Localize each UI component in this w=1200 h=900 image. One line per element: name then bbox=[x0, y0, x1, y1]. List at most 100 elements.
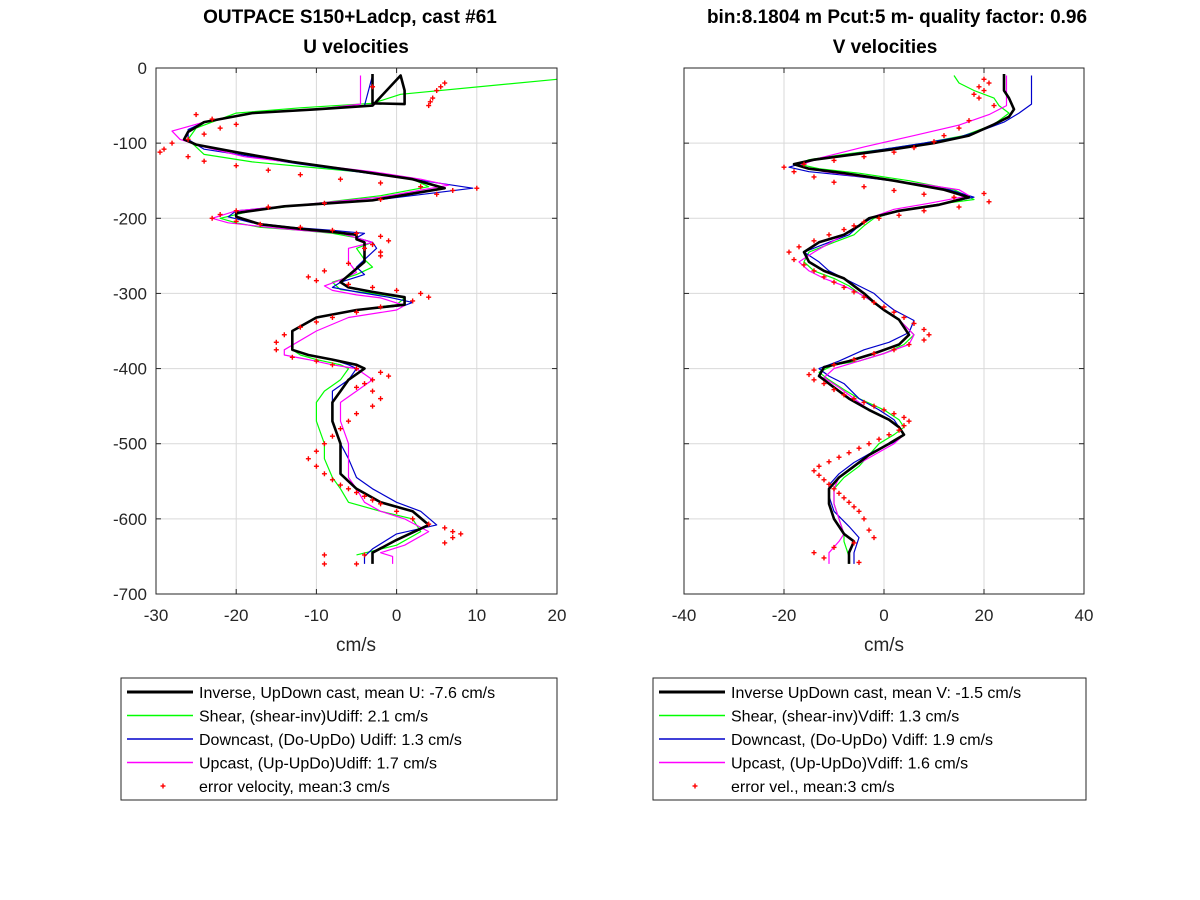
u-error-point bbox=[354, 230, 359, 236]
u-error-point bbox=[209, 116, 215, 122]
v-error-point bbox=[901, 423, 907, 429]
u-error-point bbox=[321, 200, 327, 206]
v-error-point bbox=[861, 154, 867, 160]
u-legend-label-error: error velocity, mean:3 cm/s bbox=[199, 779, 390, 796]
v-error-point bbox=[911, 320, 917, 326]
v-error-point bbox=[871, 535, 877, 541]
u-error-point bbox=[209, 215, 215, 221]
v-x-tick-label: -20 bbox=[772, 606, 797, 625]
v-legend-entry-downcast: Downcast, (Do-UpDo) Vdiff: 1.9 cm/s bbox=[659, 732, 993, 749]
v-error-point bbox=[886, 432, 892, 438]
v-legend-entry-inverse: Inverse UpDown cast, mean V: -1.5 cm/s bbox=[659, 685, 1021, 702]
v-error-point bbox=[891, 149, 897, 155]
v-error-point bbox=[801, 262, 807, 268]
v-error-point bbox=[891, 411, 897, 417]
u-error-point bbox=[442, 80, 448, 86]
u-error-point bbox=[233, 163, 239, 169]
v-error-point bbox=[831, 486, 837, 492]
u-error-point bbox=[354, 411, 359, 417]
u-error-point bbox=[354, 384, 359, 390]
u-error-point bbox=[337, 426, 343, 432]
u-error-point bbox=[370, 242, 376, 248]
u-error-point bbox=[378, 197, 384, 202]
u-y-tick-label: 0 bbox=[138, 59, 147, 78]
u-legend-label-downcast: Downcast, (Do-UpDo) Udiff: 1.3 cm/s bbox=[199, 732, 462, 749]
u-error-point bbox=[313, 278, 319, 284]
v-error-point bbox=[811, 468, 817, 474]
v-error-point bbox=[861, 294, 867, 300]
v-error-point bbox=[861, 219, 867, 225]
v-error-point bbox=[906, 342, 912, 348]
v-error-point bbox=[956, 125, 962, 131]
v-error-point bbox=[831, 279, 837, 285]
v-error-point bbox=[921, 208, 927, 214]
v-error-point bbox=[951, 194, 957, 200]
u-error-point bbox=[370, 377, 376, 383]
v-x-tick-labels: -40 -20 0 20 40 bbox=[672, 68, 1093, 625]
u-error-point bbox=[427, 99, 433, 105]
v-error-point bbox=[871, 299, 877, 305]
v-error-point bbox=[796, 244, 802, 250]
v-error-point bbox=[881, 304, 887, 310]
u-error-point bbox=[273, 347, 279, 353]
v-error-point bbox=[981, 76, 987, 82]
u-error-point bbox=[362, 245, 368, 251]
u-error-point bbox=[345, 260, 351, 266]
u-error-point bbox=[329, 477, 335, 483]
v-error-point bbox=[981, 88, 987, 94]
v-error-point bbox=[841, 284, 847, 290]
v-error-point bbox=[831, 387, 837, 393]
u-error-point bbox=[378, 304, 384, 310]
v-error-point bbox=[851, 396, 857, 402]
v-legend-entry-upcast: Upcast, (Up-UpDo)Vdiff: 1.6 cm/s bbox=[659, 756, 968, 773]
u-error-point bbox=[233, 121, 239, 127]
u-error-point bbox=[185, 154, 191, 160]
v-error-point bbox=[781, 164, 787, 170]
u-legend-entry-upcast: Upcast, (Up-UpDo)Udiff: 1.7 cm/s bbox=[127, 756, 437, 773]
u-error-point bbox=[370, 497, 376, 503]
u-error-point bbox=[313, 463, 319, 469]
v-x-tick-label: 20 bbox=[975, 606, 994, 625]
v-error-point bbox=[836, 454, 842, 460]
v-series-group bbox=[781, 74, 1033, 565]
u-error-point bbox=[313, 358, 319, 364]
u-error-point bbox=[438, 84, 444, 90]
u-error-point bbox=[329, 314, 335, 320]
u-error-point bbox=[354, 490, 359, 496]
u-error-point bbox=[305, 456, 311, 462]
v-error-point bbox=[811, 268, 817, 274]
u-legend-label-upcast: Upcast, (Up-UpDo)Udiff: 1.7 cm/s bbox=[199, 756, 437, 773]
v-error-point bbox=[896, 427, 902, 433]
u-x-tick-label: -30 bbox=[144, 606, 169, 625]
u-error-point bbox=[297, 324, 303, 330]
u-error-point bbox=[161, 146, 167, 152]
u-error-point bbox=[321, 268, 327, 274]
u-error-point bbox=[157, 149, 163, 155]
v-error-point bbox=[931, 139, 937, 145]
u-error-point bbox=[337, 176, 343, 182]
v-x-axis-label: cm/s bbox=[864, 635, 904, 656]
v-error-point bbox=[906, 418, 912, 424]
u-error-point bbox=[345, 418, 351, 424]
v-inverse-line bbox=[792, 74, 1016, 564]
v-error-point bbox=[836, 490, 842, 496]
u-x-tick-label: 10 bbox=[467, 606, 486, 625]
u-x-tick-label: -20 bbox=[224, 606, 249, 625]
v-error-point bbox=[921, 326, 927, 332]
v-legend-entry-shear: Shear, (shear-inv)Vdiff: 1.3 cm/s bbox=[659, 709, 959, 726]
u-legend-entry-shear: Shear, (shear-inv)Udiff: 2.1 cm/s bbox=[127, 709, 428, 726]
u-error-point bbox=[458, 531, 464, 537]
v-error-point bbox=[901, 314, 907, 320]
v-error-point bbox=[806, 372, 812, 378]
u-error-point bbox=[474, 185, 480, 191]
u-error-point bbox=[394, 508, 400, 514]
v-error-point bbox=[926, 332, 932, 338]
u-error-point bbox=[201, 158, 207, 164]
u-legend-label-shear: Shear, (shear-inv)Udiff: 2.1 cm/s bbox=[199, 709, 428, 726]
v-error-point bbox=[851, 540, 857, 546]
v-error-point bbox=[976, 95, 982, 101]
v-velocity-plot: -40 -20 0 20 40 cm/s bbox=[672, 67, 1093, 656]
u-plot-area bbox=[157, 74, 557, 567]
v-error-point bbox=[826, 232, 832, 238]
u-x-tick-label: -10 bbox=[304, 606, 329, 625]
